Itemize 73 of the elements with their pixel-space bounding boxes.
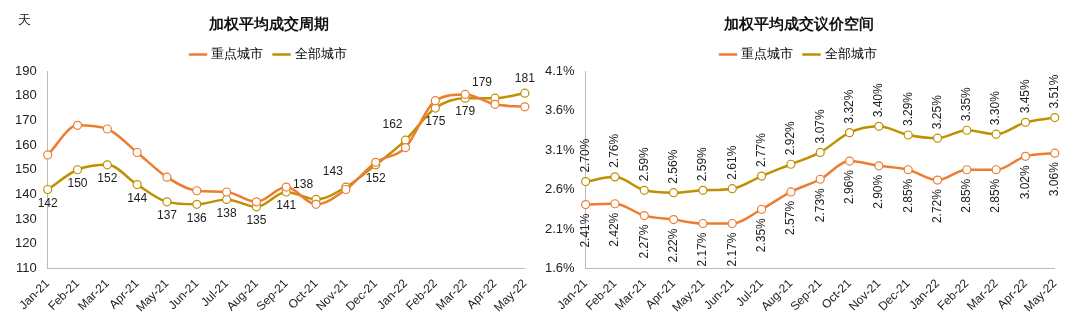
data-label: 2.59% (636, 146, 651, 182)
data-label: 162 (382, 117, 403, 132)
chart-title: 加权平均成交议价空间 (723, 15, 874, 33)
data-label: 150 (67, 176, 88, 191)
data-label: 2.85% (988, 178, 1003, 213)
data-label: 3.32% (841, 89, 856, 124)
data-label: 3.06% (1047, 161, 1062, 197)
data-label: 3.35% (959, 86, 974, 122)
data-label: 2.90% (871, 174, 886, 209)
y-tick-label: 180 (14, 87, 37, 103)
y-tick-label: 190 (14, 62, 37, 78)
y-tick-label: 3.1% (544, 141, 576, 157)
data-label: 2.59% (695, 146, 710, 182)
data-label: 2.56% (665, 149, 680, 184)
data-label: 2.61% (724, 145, 739, 180)
data-label: 3.45% (1017, 79, 1032, 114)
y-tick-label: 2.1% (544, 220, 576, 236)
y-tick-label: 1.6% (544, 260, 576, 276)
data-label: 2.35% (753, 217, 768, 253)
data-label: 152 (365, 171, 387, 186)
data-label: 152 (97, 171, 118, 186)
y-tick-label: 110 (15, 260, 37, 276)
legend-label: 重点城市 (741, 46, 793, 62)
y-tick-label: 120 (14, 235, 37, 251)
data-label: 135 (246, 213, 267, 228)
y-tick-label: 4.1% (544, 62, 576, 78)
data-label: 2.17% (724, 232, 739, 267)
data-label: 138 (216, 205, 237, 220)
data-label: 2.77% (753, 132, 768, 168)
data-label: 141 (276, 198, 297, 213)
y-tick-label: 150 (14, 161, 37, 177)
data-label: 2.22% (665, 228, 680, 263)
data-label: 2.57% (783, 200, 798, 235)
data-label: 2.42% (607, 212, 622, 247)
data-label: 2.27% (636, 224, 651, 259)
data-label: 3.02% (1017, 165, 1032, 200)
y-tick-label: 2.6% (544, 181, 576, 197)
data-label: 142 (37, 195, 59, 210)
data-label: 179 (455, 104, 476, 119)
legend-label: 重点城市 (211, 46, 263, 62)
data-label: 2.17% (695, 232, 710, 267)
data-label: 3.40% (871, 82, 886, 118)
y-tick-label: 130 (14, 210, 37, 226)
legend-label: 全部城市 (824, 46, 877, 62)
data-label: 2.96% (841, 169, 856, 205)
data-label: 3.25% (929, 94, 944, 130)
data-label: 3.07% (812, 109, 827, 144)
y-tick-label: 160 (14, 136, 37, 152)
data-label: 136 (186, 210, 208, 225)
data-label: 179 (471, 75, 493, 90)
y-tick-label: 170 (14, 111, 37, 127)
data-label: 144 (127, 190, 148, 205)
legend-label: 全部城市 (294, 46, 347, 62)
data-label: 2.73% (812, 187, 827, 223)
data-label: 2.92% (783, 120, 798, 156)
y-tick-label: 3.6% (544, 102, 576, 118)
data-label: 2.85% (959, 178, 974, 213)
data-label: 181 (514, 70, 536, 85)
data-label: 3.30% (988, 90, 1003, 126)
y-axis-title: 天 (17, 12, 31, 28)
data-label: 143 (322, 164, 344, 179)
data-label: 138 (293, 176, 314, 191)
chart-title: 加权平均成交周期 (208, 15, 329, 33)
data-label: 3.51% (1047, 74, 1062, 109)
data-label: 2.70% (577, 138, 592, 173)
data-label: 3.29% (900, 91, 915, 126)
data-label: 2.85% (900, 178, 915, 213)
y-tick-label: 140 (14, 186, 37, 202)
data-label: 137 (156, 208, 178, 223)
data-label: 175 (425, 114, 446, 129)
data-label: 2.76% (607, 133, 622, 168)
data-label: 2.72% (929, 188, 944, 224)
data-label: 2.41% (577, 213, 592, 248)
